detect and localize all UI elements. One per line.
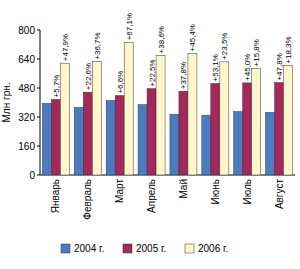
y-tick-label: 800	[18, 25, 35, 36]
annotation: +37,8%	[179, 62, 188, 89]
y-tick-label: 160	[18, 141, 35, 152]
bar	[124, 42, 133, 175]
annotation: +22,6%	[84, 63, 93, 90]
bar	[284, 66, 293, 175]
bar	[243, 83, 252, 175]
bar	[179, 91, 188, 175]
y-tick-label: 320	[18, 112, 35, 123]
annotation: +15,8%	[252, 39, 261, 66]
bar	[51, 99, 60, 175]
bar	[234, 112, 243, 175]
annotation: +47,9%	[61, 34, 70, 61]
bar	[220, 62, 229, 175]
y-tick-label: 0	[29, 170, 35, 181]
annotation: +23,5%	[220, 33, 229, 60]
annotation: +45,0%	[243, 54, 252, 81]
legend: 2004 г. 2005 г. 2006 г.	[61, 243, 228, 254]
bar	[211, 83, 220, 175]
bar	[252, 68, 261, 175]
y-tick	[37, 175, 40, 176]
x-tick-label: Март	[114, 179, 125, 203]
chart: 0 160 320 480 640 800 Млн грн. +5,7% +22,6% +6,6%…	[0, 0, 300, 269]
bar	[275, 83, 284, 175]
annotation: +6,6%	[116, 71, 125, 94]
annotation: +5,7%	[52, 75, 61, 98]
bar	[42, 103, 51, 175]
annotation: +18,3%	[284, 36, 293, 63]
bar	[115, 96, 124, 175]
x-tick-label: Июль	[242, 179, 253, 205]
bar	[92, 62, 101, 175]
annotation: +38,6%	[157, 26, 166, 53]
bar	[266, 112, 275, 175]
annotation: +47,8%	[275, 53, 284, 80]
legend-label: 2006 г.	[198, 243, 228, 254]
y-tick	[37, 117, 40, 118]
x-tick-label: Май	[178, 179, 189, 199]
annotation: +36,7%	[93, 32, 102, 59]
annotation: +67,1%	[125, 13, 134, 40]
bar	[138, 105, 147, 175]
y-tick	[37, 30, 40, 31]
annotation: +45,4%	[188, 24, 197, 51]
legend-label: 2005 г.	[136, 243, 166, 254]
y-tick-label: 480	[18, 83, 35, 94]
x-tick-label: Февраль	[82, 179, 93, 220]
annotation: +22,5%	[148, 59, 157, 86]
y-axis	[40, 30, 41, 175]
legend-swatch	[123, 244, 132, 253]
x-tick-label: Июнь	[210, 179, 221, 204]
bar	[74, 107, 83, 175]
y-axis-label: Млн грн.	[1, 83, 12, 123]
legend-swatch	[185, 244, 194, 253]
bar	[60, 63, 69, 175]
x-tick-label: Август	[274, 179, 285, 210]
annotations: +5,7% +22,6% +6,6% +22,5% +37,8% +53,1% +45,0%…	[52, 13, 293, 97]
legend-swatch	[61, 244, 70, 253]
x-tick-label: Январь	[50, 179, 61, 213]
bar	[156, 55, 165, 175]
bar	[106, 101, 115, 175]
legend-label: 2004 г.	[74, 243, 104, 254]
x-tick-label: Апрель	[146, 179, 157, 213]
y-tick-label: 640	[18, 54, 35, 65]
annotation: +53,1%	[211, 54, 220, 81]
bar	[202, 115, 211, 175]
bar	[170, 114, 179, 175]
y-tick	[37, 59, 40, 60]
bar	[83, 92, 92, 175]
bar	[188, 53, 197, 175]
y-tick	[37, 146, 40, 147]
bar	[147, 89, 156, 175]
y-tick	[37, 88, 40, 89]
